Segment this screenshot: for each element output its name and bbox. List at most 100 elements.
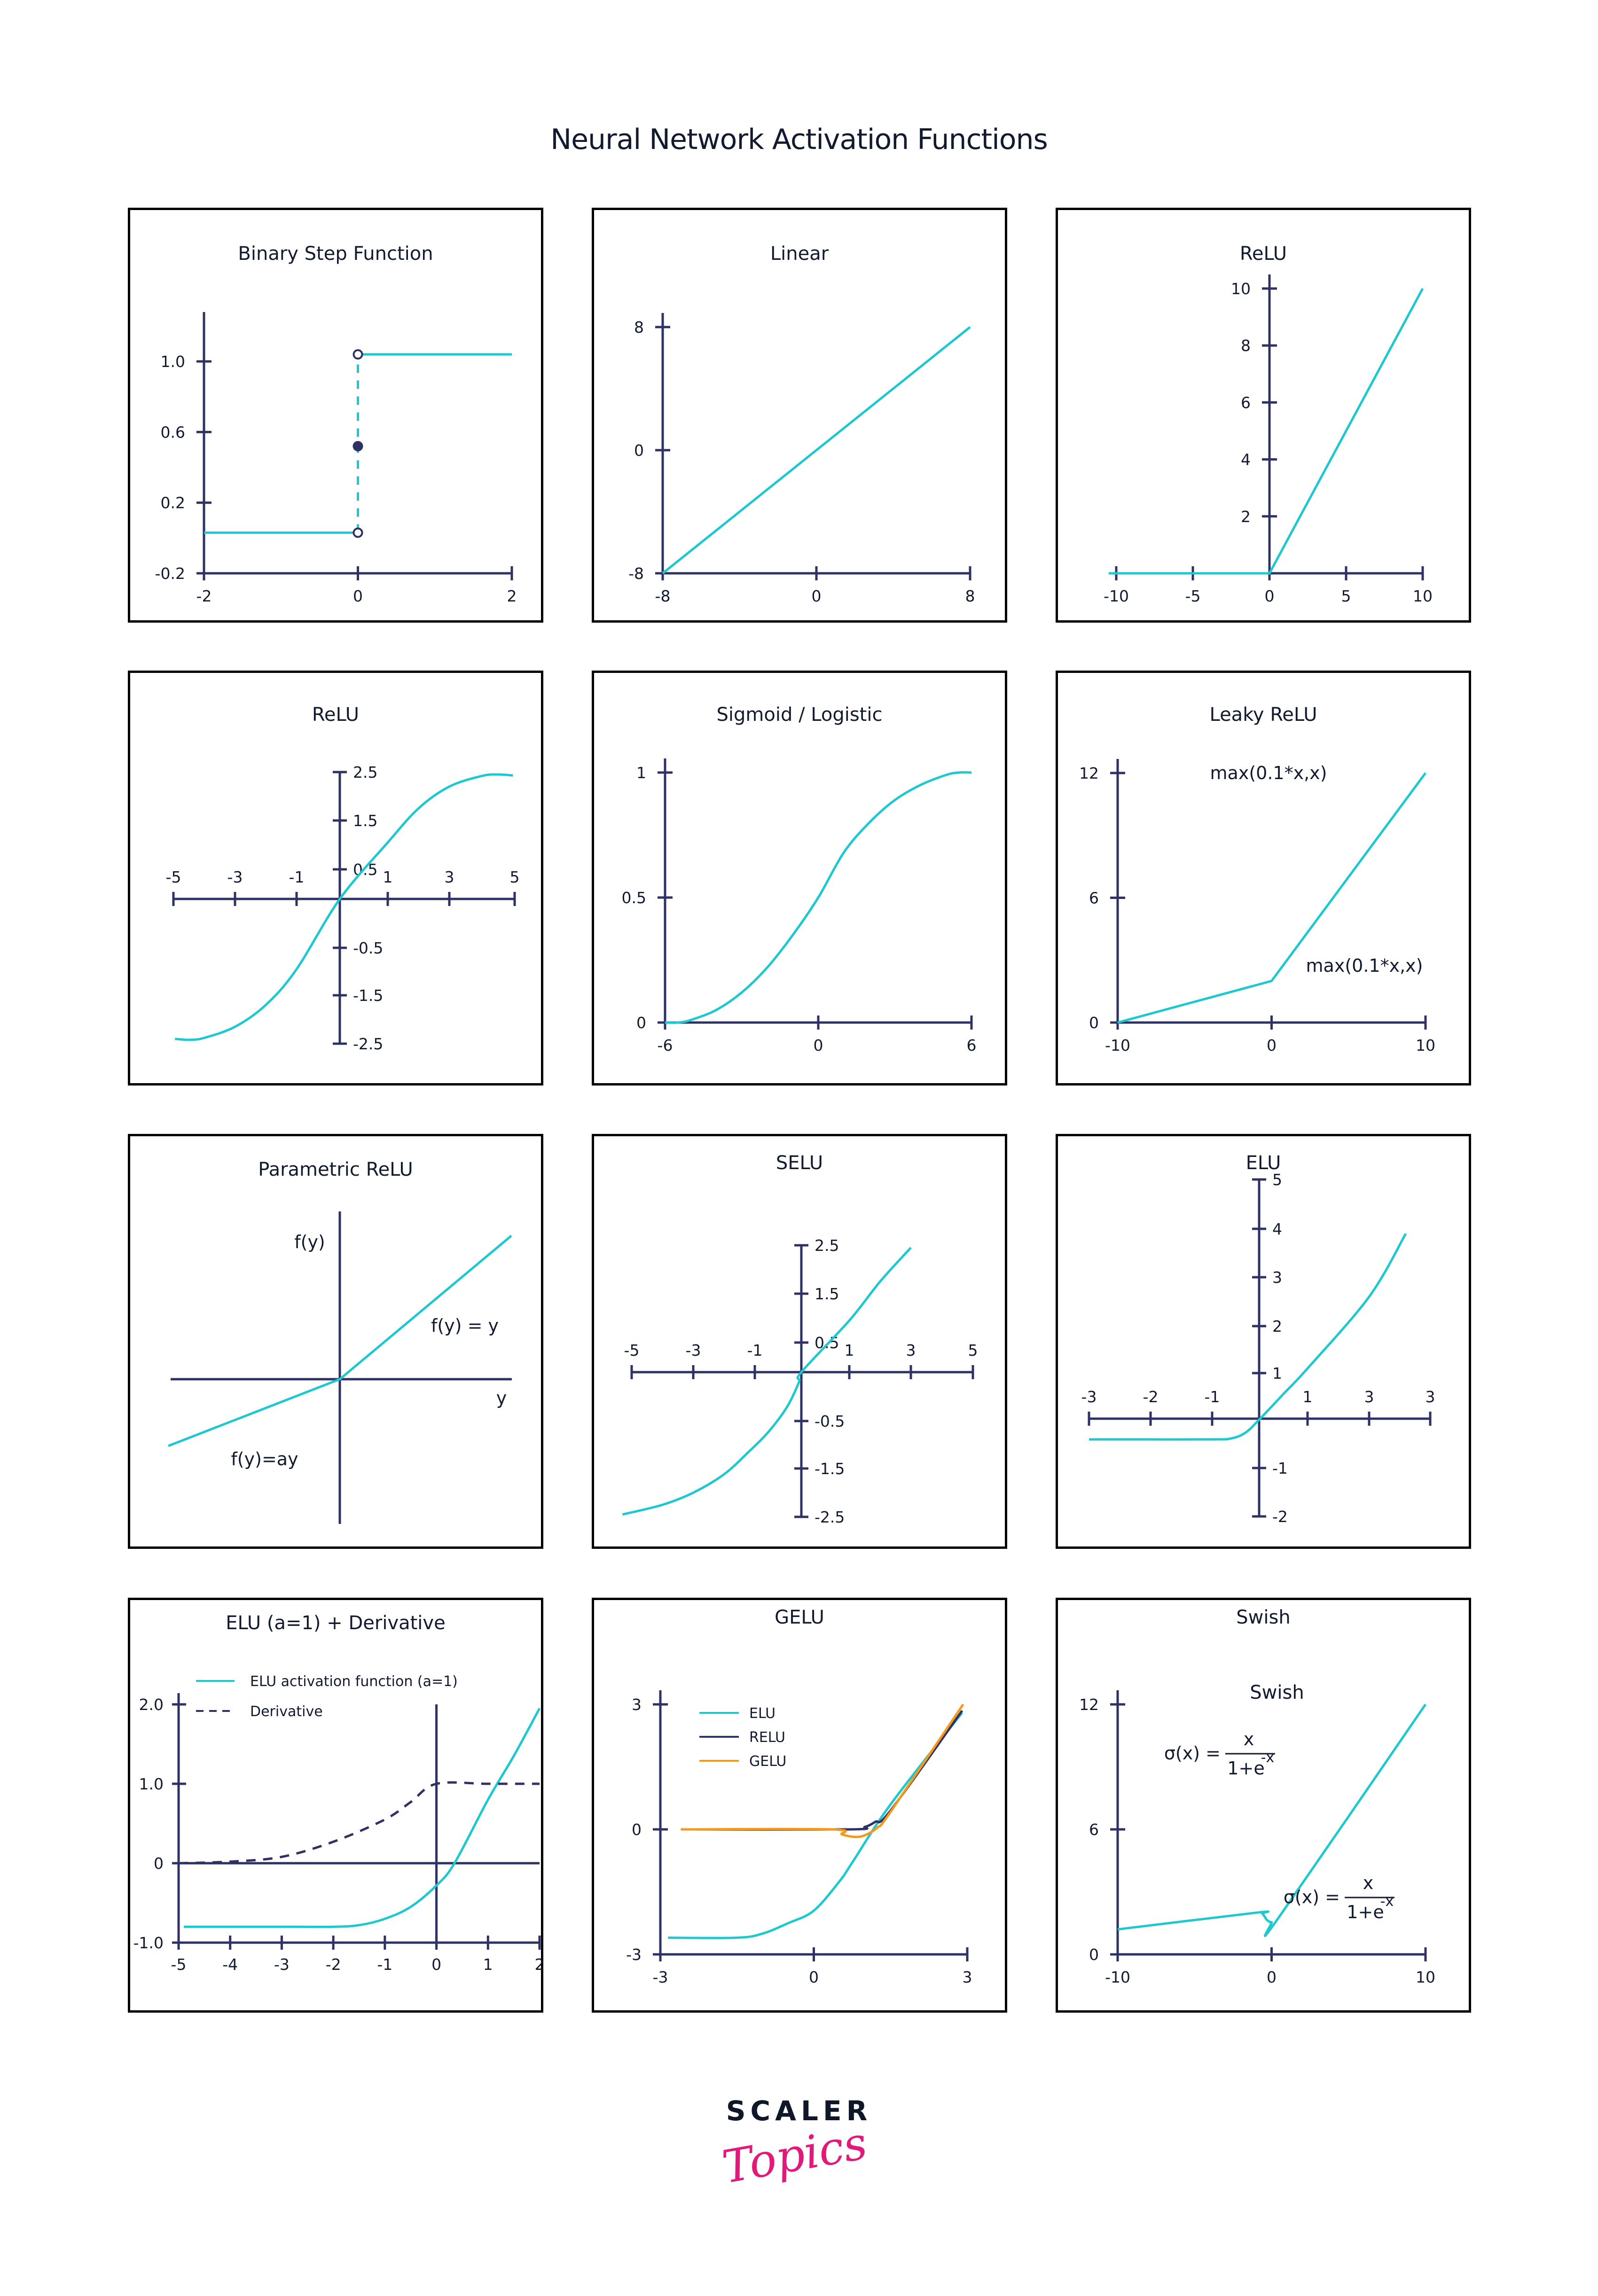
series-gelu <box>681 1703 964 1838</box>
chart-title: Leaky ReLU <box>1209 704 1317 726</box>
y-tick-label: 0.6 <box>161 423 185 441</box>
x-tick-label: 3 <box>963 1968 972 1986</box>
y-tick-label: 1.5 <box>815 1285 839 1303</box>
x-tick-label: -3 <box>686 1341 701 1359</box>
y-tick-label: 6 <box>1089 889 1099 907</box>
chart-svg-elu: ELU -3 -2 -1 1 3 3 5 4 3 2 1 -1 -2 <box>1081 1152 1435 1526</box>
series-elu-activation-function-a-1- <box>184 1708 541 1928</box>
chart-title: Linear <box>770 243 829 265</box>
legend-label: RELU <box>749 1729 785 1746</box>
x-tick-label: -1 <box>289 868 305 886</box>
open-point-marker <box>352 527 363 538</box>
y-tick-label: -2.5 <box>353 1035 383 1053</box>
y-tick-label: 1 <box>636 764 646 782</box>
y-tick-label: 3 <box>1272 1268 1282 1287</box>
y-tick-label: -1.5 <box>353 986 383 1005</box>
y-tick-label: -3 <box>626 1945 642 1964</box>
chart-panel-selu: SELU -5 -3 -1 1 3 5 2.5 1.5 0.5 -0.5 -1.5 -2.5 <box>592 1134 1007 1549</box>
chart-panel-sigmoid: Sigmoid / Logistic -6 0 6 0 0.5 1 <box>592 671 1007 1086</box>
annotation: max(0.1*x,x) <box>1210 763 1327 783</box>
series-relu <box>1108 288 1424 575</box>
y-tick-label: 6 <box>1241 393 1251 412</box>
chart-svg-gelu: GELU -3 0 3 -3 0 3 ELU RELU GELU <box>626 1607 972 1986</box>
x-tick-label: -1 <box>1205 1388 1220 1406</box>
x-tick-label: -4 <box>222 1955 238 1974</box>
y-tick-label: -1.5 <box>815 1460 845 1478</box>
x-tick-label: -2 <box>196 587 212 605</box>
formula-denominator: 1+e <box>1347 1902 1384 1922</box>
x-tick-label: -3 <box>1081 1388 1097 1406</box>
y-tick-label: -0.2 <box>155 564 185 583</box>
formula-exponent: -x <box>1380 1893 1394 1910</box>
series-leaky-relu <box>1117 772 1427 1024</box>
y-tick-label: 1.5 <box>353 812 377 830</box>
chart-title: ReLU <box>312 704 359 726</box>
series-elu <box>1089 1233 1407 1441</box>
x-tick-label: 1 <box>845 1341 854 1359</box>
chart-title: Sigmoid / Logistic <box>717 704 883 726</box>
y-tick-label: 2.5 <box>353 763 377 781</box>
x-tick-label: 0 <box>353 587 363 605</box>
chart-panel-linear: Linear -8 0 8 -8 0 8 <box>592 208 1007 623</box>
chart-panel-tanh: ReLU -5 -3 -1 1 3 5 2.5 1.5 0.5 -0.5 -1.5 -2.5 <box>128 671 543 1086</box>
y-tick-label: 0 <box>154 1854 164 1873</box>
chart-svg-sigmoid: Sigmoid / Logistic -6 0 6 0 0.5 1 <box>622 704 977 1054</box>
series-sigmoid <box>665 771 972 1024</box>
legend-label: ELU <box>749 1705 776 1722</box>
y-tick-label: 2 <box>1241 508 1251 526</box>
y-tick-label: 0 <box>632 1820 642 1839</box>
x-tick-label: 0 <box>814 1036 823 1054</box>
y-axis-label: f(y) <box>294 1232 325 1252</box>
series-elu <box>668 1712 964 1939</box>
chart-svg-selu: SELU-5 -3 -1 1 3 52.51.50.5-0.5-1.5-2.5 <box>622 1152 978 1526</box>
y-tick-label: 3 <box>632 1695 642 1714</box>
legend-label: GELU <box>749 1753 786 1770</box>
x-tick-label: -3 <box>274 1955 290 1974</box>
x-tick-label: -5 <box>1185 587 1201 605</box>
formula-lhs: σ(x) = <box>1284 1887 1340 1907</box>
series-tanh-like <box>175 773 513 1041</box>
chart-panel-gelu: GELU -3 0 3 -3 0 3 ELU RELU GELU <box>592 1598 1007 2013</box>
y-tick-label: 0 <box>636 1014 646 1032</box>
formula-lhs: σ(x) = <box>1164 1743 1221 1764</box>
x-tick-label: -8 <box>655 587 671 605</box>
y-tick-label: -2 <box>1272 1507 1288 1526</box>
x-tick-label: 2 <box>535 1955 545 1974</box>
chart-title: ELU (a=1) + Derivative <box>226 1612 445 1634</box>
x-tick-label: 3 <box>445 868 454 886</box>
y-tick-label: 4 <box>1272 1220 1282 1238</box>
x-tick-label: -6 <box>658 1036 673 1054</box>
y-tick-label: 0 <box>1089 1014 1099 1032</box>
y-tick-label: 1.0 <box>161 352 185 371</box>
chart-title: Binary Step Function <box>238 243 433 265</box>
series-derivative <box>178 1781 540 1865</box>
x-tick-label: -2 <box>326 1955 341 1974</box>
x-tick-label: -5 <box>624 1341 640 1359</box>
page-title: Neural Network Activation Functions <box>550 123 1048 156</box>
y-tick-label: 0 <box>634 441 644 460</box>
annotation: f(y) = y <box>431 1315 499 1336</box>
formula-exponent: -x <box>1261 1749 1275 1766</box>
chart-title: ReLU <box>1240 243 1287 265</box>
x-tick-label: 10 <box>1413 587 1433 605</box>
chart-panel-binary-step: Binary Step Function -2 0 2 -0.2 0.2 0.6 1.0 <box>128 208 543 623</box>
x-tick-label: -3 <box>653 1968 668 1986</box>
formula-denominator: 1+e <box>1227 1758 1264 1779</box>
logo-topics-text: Topics <box>719 2116 871 2194</box>
annotation: f(y)=ay <box>231 1449 298 1469</box>
x-tick-label: 0 <box>1267 1036 1277 1054</box>
series-swish <box>1117 1703 1427 1937</box>
y-tick-label: 12 <box>1079 1695 1099 1714</box>
series-prelu <box>168 1234 512 1447</box>
chart-svg-tanh: ReLU-5 -3 -1 1 3 52.51.50.5-0.5-1.5-2.5 <box>166 704 520 1053</box>
y-tick-label: -0.5 <box>815 1412 845 1430</box>
y-tick-label: -0.5 <box>353 939 383 957</box>
open-point-marker <box>352 349 363 360</box>
chart-svg-leaky-relu: Leaky ReLU -10 0 10 0 6 12 max(0.1*x,x) max(0.1*… <box>1079 704 1435 1054</box>
x-tick-label: -10 <box>1105 1968 1130 1986</box>
chart-panel-elu-derivative: ELU (a=1) + Derivative -5 -4 -3 -2 -1 0 1 2 -1.0 0… <box>128 1598 545 2013</box>
x-tick-label: 1 <box>383 868 393 886</box>
x-tick-label: 5 <box>1341 587 1351 605</box>
x-tick-label: -5 <box>171 1955 187 1974</box>
x-tick-label: 5 <box>968 1341 978 1359</box>
